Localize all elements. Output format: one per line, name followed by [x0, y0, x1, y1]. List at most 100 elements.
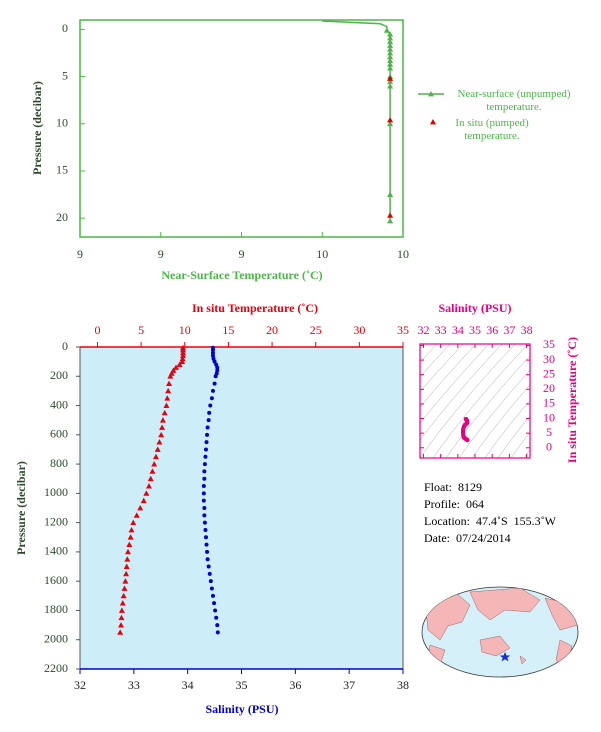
- x-tick-label: 37: [503, 323, 515, 337]
- temperature-point: [159, 417, 166, 423]
- data-point: [387, 120, 394, 127]
- plot-background: [80, 347, 403, 669]
- y-tick-label: 2200: [44, 661, 68, 675]
- top-tick-label: 20: [266, 323, 278, 337]
- data-point: [387, 191, 394, 197]
- y-tick-label: 0: [546, 440, 552, 454]
- salinity-point: [210, 347, 215, 352]
- salinity-point: [210, 593, 215, 598]
- x-tick-label: 10: [397, 247, 409, 261]
- contour: [523, 449, 530, 458]
- temperature-point: [126, 541, 133, 547]
- ts-point: [465, 438, 470, 443]
- salinity-point: [208, 403, 213, 408]
- temperature-point: [122, 578, 129, 584]
- salinity-point: [210, 388, 215, 393]
- plot-frame: [419, 343, 531, 459]
- contour: [445, 355, 530, 458]
- x-tick-label: 35: [469, 323, 481, 337]
- salinity-point: [210, 350, 215, 355]
- salinity-point: [213, 374, 218, 379]
- salinity-point: [214, 615, 219, 620]
- temperature-point: [156, 439, 163, 445]
- contour: [458, 369, 530, 458]
- temperature-point: [117, 629, 124, 635]
- data-point: [387, 65, 394, 71]
- contour: [420, 344, 451, 378]
- salinity-point: [204, 542, 209, 547]
- y-tick-label: 5: [62, 68, 68, 82]
- data-point: [387, 212, 394, 218]
- data-point: [387, 42, 394, 48]
- data-point: [387, 46, 394, 52]
- salinity-point: [203, 447, 208, 452]
- temperature-point: [128, 526, 135, 533]
- salinity-point: [205, 432, 210, 437]
- x-tick-label: 33: [128, 678, 140, 692]
- temperature-point: [127, 534, 134, 540]
- data-point: [387, 78, 394, 84]
- contour: [420, 344, 477, 408]
- contour: [420, 344, 438, 363]
- temperature-point: [176, 361, 183, 367]
- temperature-point: [119, 600, 126, 606]
- density-contours: [420, 344, 530, 458]
- temperature-point: [123, 570, 130, 577]
- top-tick-label: 0: [94, 323, 100, 337]
- y-tick-label: 20: [543, 381, 555, 395]
- info-label: Profile:: [424, 497, 460, 511]
- temperature-point: [118, 607, 125, 613]
- salinity-point: [205, 549, 210, 554]
- salinity-point: [208, 579, 213, 584]
- x-tick-label: 36: [289, 678, 301, 692]
- salinity-point: [203, 527, 208, 532]
- temperature-point: [152, 453, 159, 460]
- x-tick-label: 34: [452, 323, 464, 337]
- temperature-point: [140, 497, 147, 504]
- top-tick-label: 30: [353, 323, 365, 337]
- y-tick-label: 35: [543, 337, 555, 351]
- y-tick-label: 25: [543, 366, 555, 380]
- temperature-point: [145, 483, 152, 489]
- y-axis-label: Pressure (decibar): [30, 81, 44, 175]
- salinity-point: [203, 535, 208, 540]
- data-line: [322, 20, 391, 221]
- temperature-point: [137, 505, 144, 511]
- y-axis-label: In situ Temperature (˚C): [565, 337, 579, 463]
- y-tick-label: 0: [62, 21, 68, 35]
- salinity-point: [212, 381, 217, 386]
- y-tick-label: 30: [543, 352, 555, 366]
- temperature-point: [173, 364, 180, 370]
- temperature-point: [161, 409, 168, 416]
- temperature-point: [123, 563, 130, 569]
- y-tick-label: 200: [50, 368, 68, 382]
- y-tick-label: 5: [546, 425, 552, 439]
- y-tick-label: 15: [56, 163, 68, 177]
- salinity-point: [209, 586, 214, 591]
- salinity-point: [202, 513, 207, 518]
- info-label: Date:: [424, 531, 450, 545]
- temperature-point: [166, 380, 173, 386]
- temperature-point: [151, 461, 158, 467]
- x-tick-label: 34: [182, 678, 194, 692]
- x-axis-label: Salinity (PSU): [438, 301, 511, 315]
- contour: [420, 344, 464, 393]
- salinity-point: [203, 454, 208, 459]
- salinity-point: [206, 564, 211, 569]
- data-point: [387, 217, 394, 224]
- temperature-point: [124, 556, 131, 562]
- x-tick-label: 33: [435, 323, 447, 337]
- contour: [420, 344, 490, 424]
- legend-label: In situ (pumped) temperature.: [455, 117, 529, 142]
- x-tick-label: 32: [417, 323, 429, 337]
- data-point: [387, 75, 394, 81]
- salinity-point: [212, 601, 217, 606]
- salinity-point: [206, 418, 211, 423]
- legend-marker: [428, 91, 434, 97]
- plot-frame: [79, 19, 404, 238]
- y-tick-label: 20: [56, 210, 68, 224]
- salinity-point: [207, 571, 212, 576]
- data-point: [383, 27, 390, 33]
- temperature-point: [147, 475, 154, 482]
